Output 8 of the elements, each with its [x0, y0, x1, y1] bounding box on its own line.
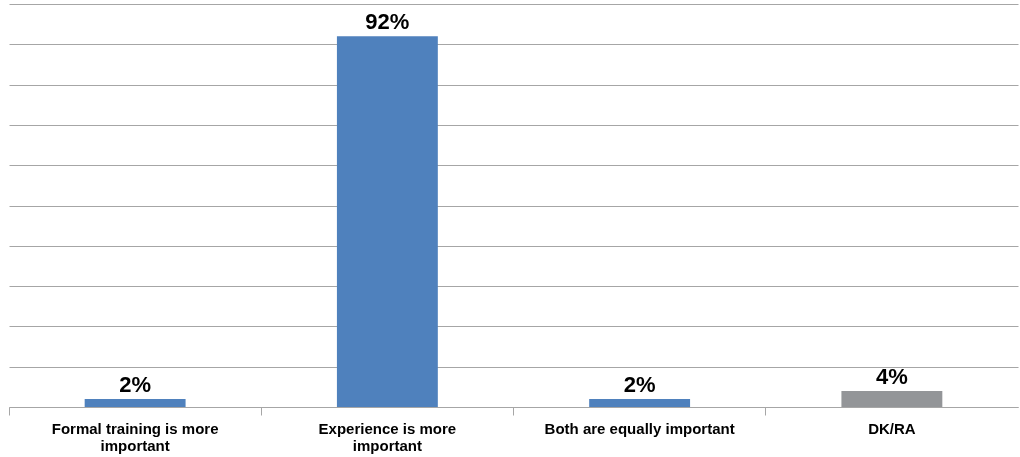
- data-label: 2%: [623, 371, 656, 397]
- x-tick-label: Formal training is more important: [51, 419, 219, 454]
- x-tick-label: Experience is more important: [318, 419, 457, 454]
- data-label: 92%: [365, 9, 410, 35]
- data-label: 4%: [875, 363, 908, 389]
- data-label: 2%: [119, 371, 152, 397]
- x-tick-label: Both are equally important: [544, 419, 735, 437]
- x-tick-label: DK/RA: [868, 419, 916, 437]
